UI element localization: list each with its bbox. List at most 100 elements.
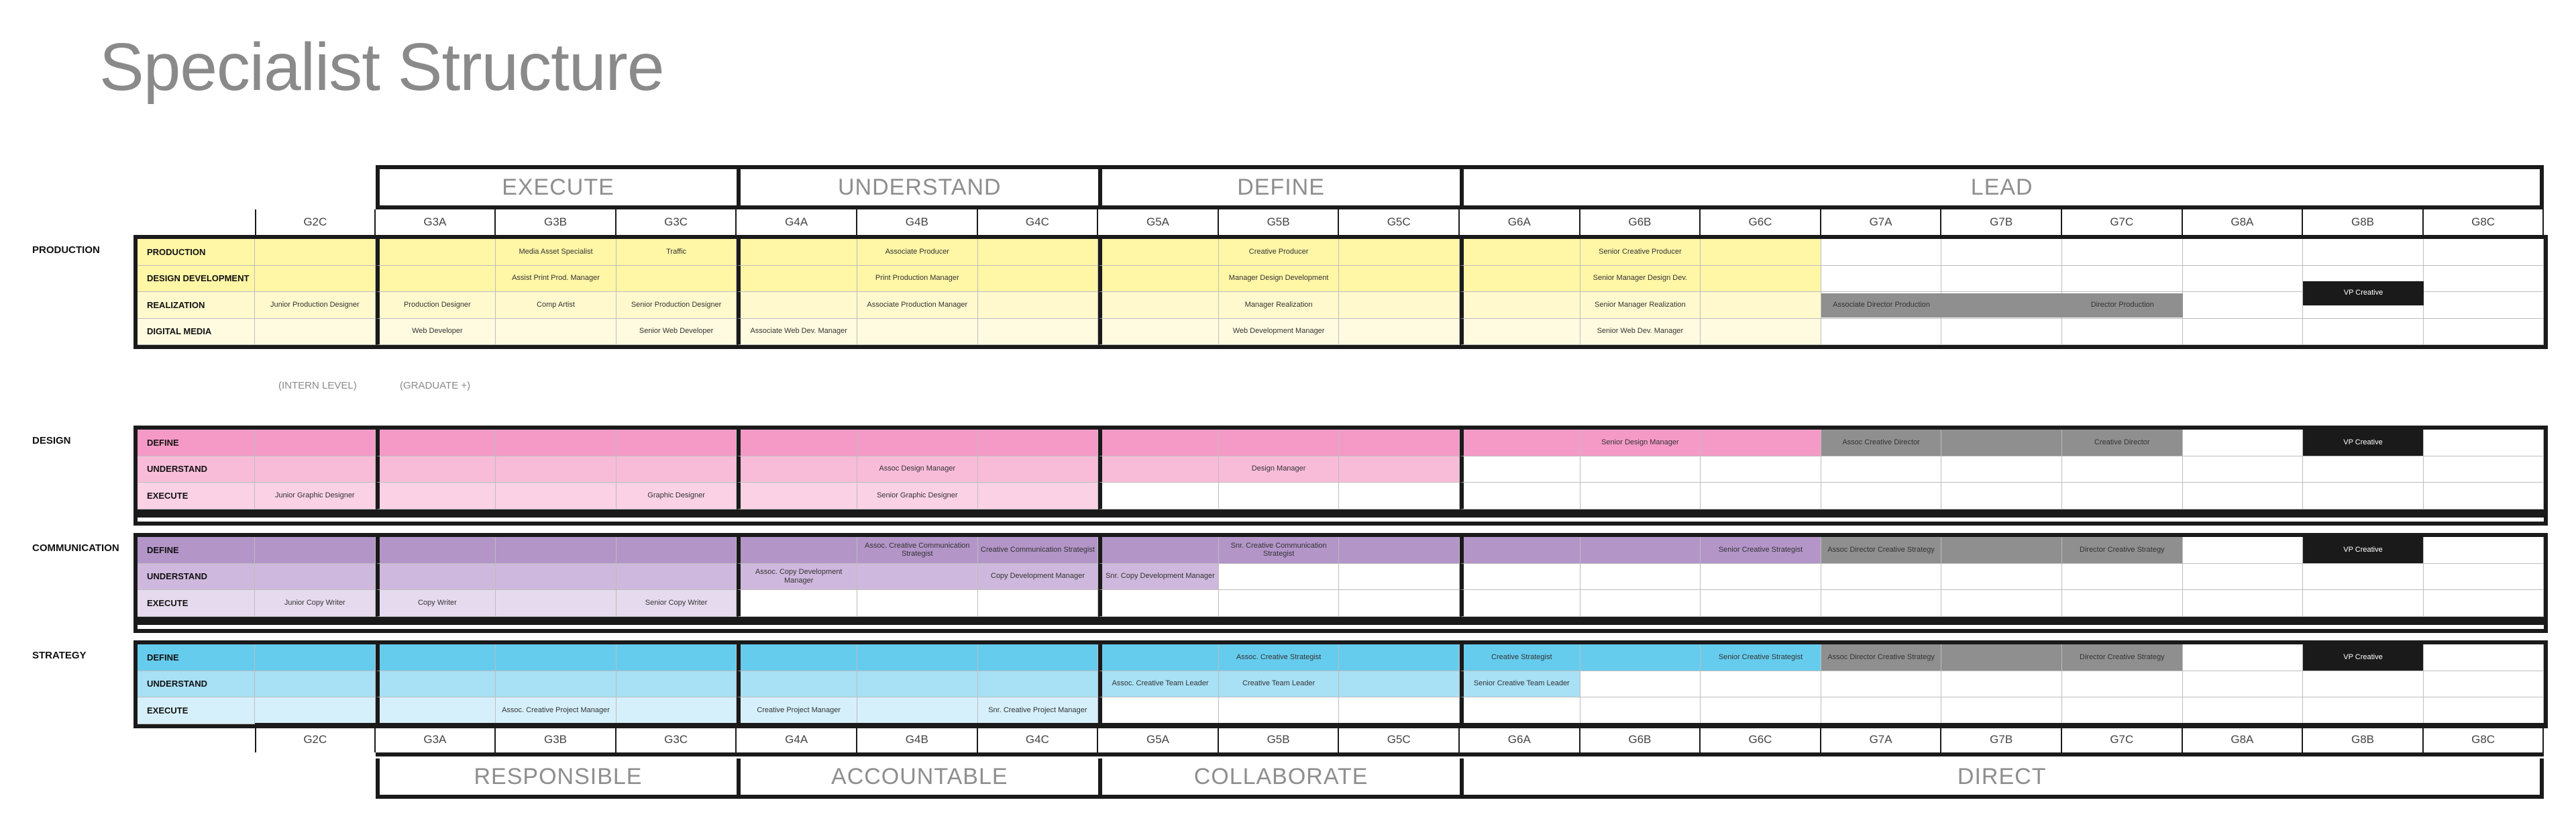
cell-communication-define-g3c: [616, 537, 737, 564]
row-label-production-realization: REALIZATION: [138, 292, 255, 319]
cell-strategy-define-g7b: [1941, 644, 2062, 671]
cell-production-realization-g5a: [1098, 292, 1219, 319]
section-label-communication: COMMUNICATION: [32, 542, 119, 554]
lead-vp-creative-production: VP Creative: [2303, 281, 2424, 305]
bottom-grade-g5b: G5B: [1219, 727, 1340, 752]
cell-communication-understand-g8c: [2423, 563, 2544, 590]
cell-communication-define-g3b: [496, 537, 616, 564]
cell-strategy-execute-g3a: [375, 697, 496, 724]
cell-production-realization-g5c: [1339, 292, 1460, 319]
cell-communication-define-g7a: Assoc Director Creative Strategy: [1821, 537, 1942, 564]
cell-design-define-g7c: Creative Director: [2062, 430, 2183, 456]
cell-design-understand-g7a: [1821, 456, 1942, 483]
cell-communication-execute-g7c: [2062, 590, 2183, 617]
bottom-grade-g2c: G2C: [255, 727, 376, 752]
section-gap-1: [133, 620, 2548, 633]
cell-design-execute-g7b: [1941, 483, 2062, 509]
cell-strategy-execute-g5c: [1339, 697, 1460, 724]
cell-design-understand-g5a: [1098, 456, 1219, 483]
cell-strategy-execute-g7c: [2062, 697, 2183, 724]
bottom-grade-g5a: G5A: [1098, 727, 1219, 752]
cell-communication-define-g4c: Creative Communication Strategist: [977, 537, 1099, 564]
bottom-phase-accountable: ACCOUNTABLE: [737, 758, 1098, 795]
cell-design-understand-g8c: [2423, 456, 2544, 483]
top-grade-g7b: G7B: [1941, 209, 2062, 235]
cell-production-design-development-g7b: [1941, 265, 2062, 292]
cell-design-execute-g3c: Graphic Designer: [616, 483, 737, 509]
bottom-grade-g4a: G4A: [737, 727, 857, 752]
bottom-grade-divider: [375, 752, 2544, 756]
cell-strategy-understand-g5a: Assoc. Creative Team Leader: [1098, 671, 1219, 697]
cell-communication-define-g8a: [2182, 537, 2304, 564]
cell-design-define-g4a: [737, 430, 857, 456]
cell-production-production-g8a: [2182, 239, 2304, 266]
bottom-grade-g3b: G3B: [496, 727, 616, 752]
cell-strategy-define-g2c: [255, 644, 376, 671]
cell-strategy-define-g6a: Creative Strategist: [1460, 644, 1580, 671]
cell-communication-understand-g2c: [255, 563, 376, 590]
cell-design-define-g8b: VP Creative: [2303, 430, 2424, 456]
cell-strategy-define-g5a: [1098, 644, 1219, 671]
bottom-grade-g5c: G5C: [1339, 727, 1460, 752]
cell-production-design-development-g4a: [737, 265, 857, 292]
cell-strategy-understand-g7a: [1821, 671, 1942, 697]
cell-production-design-development-g7c: [2062, 265, 2183, 292]
cell-communication-define-g5a: [1098, 537, 1219, 564]
cell-design-understand-g6c: [1701, 456, 1821, 483]
cell-communication-define-g2c: [255, 537, 376, 564]
cell-strategy-execute-g3c: [616, 697, 737, 724]
cell-production-design-development-g5c: [1339, 265, 1460, 292]
cell-communication-execute-g6b: [1580, 590, 1701, 617]
cell-strategy-understand-g3c: [616, 671, 737, 697]
cell-design-understand-g4b: Assoc Design Manager: [857, 456, 978, 483]
cell-strategy-define-g3a: [375, 644, 496, 671]
cell-production-design-development-g6c: [1701, 265, 1821, 292]
section-gap-0: [133, 513, 2548, 526]
cell-communication-understand-g6b: [1580, 563, 1701, 590]
cell-communication-define-g6c: Senior Creative Strategist: [1701, 537, 1821, 564]
row-label-communication-understand: UNDERSTAND: [138, 563, 255, 590]
cell-production-design-development-g5a: [1098, 265, 1219, 292]
cell-production-production-g3c: Traffic: [616, 239, 737, 266]
cell-strategy-execute-g5b: [1218, 697, 1340, 724]
cell-production-design-development-g6b: Senior Manager Design Dev.: [1580, 265, 1701, 292]
bottom-grade-g6b: G6B: [1580, 727, 1701, 752]
lead-assoc-director-production: Associate Director Production: [1833, 301, 1931, 309]
cell-communication-execute-g4b: [857, 590, 978, 617]
cell-strategy-execute-g8b: [2303, 697, 2424, 724]
page-title: Specialist Structure: [99, 30, 664, 105]
cell-production-digital-media-g4c: [977, 318, 1099, 345]
row-label-design-define: DEFINE: [138, 430, 255, 456]
top-grade-g6c: G6C: [1701, 209, 1821, 235]
cell-communication-define-g5c: [1339, 537, 1460, 564]
cell-strategy-define-g6c: Senior Creative Strategist: [1701, 644, 1821, 671]
row-label-strategy-define: DEFINE: [138, 644, 255, 671]
cell-strategy-understand-g5b: Creative Team Leader: [1218, 671, 1340, 697]
cell-production-production-g7a: [1821, 239, 1942, 266]
cell-design-define-g7b: [1941, 430, 2062, 456]
cell-communication-execute-g3a: Copy Writer: [375, 590, 496, 617]
cell-strategy-understand-g5c: [1339, 671, 1460, 697]
top-grade-g3b: G3B: [496, 209, 616, 235]
cell-communication-understand-g4c: Copy Development Manager: [977, 563, 1099, 590]
cell-design-define-g4c: [977, 430, 1099, 456]
bottom-grade-g3c: G3C: [616, 727, 737, 752]
cell-communication-understand-g3b: [496, 563, 616, 590]
cell-production-realization-g3b: Comp Artist: [496, 292, 616, 319]
cell-design-understand-g8b: [2303, 456, 2424, 483]
cell-strategy-execute-g8a: [2182, 697, 2304, 724]
top-grade-g5b: G5B: [1219, 209, 1340, 235]
cell-production-design-development-g2c: [255, 265, 376, 292]
cell-communication-understand-g6c: [1701, 563, 1821, 590]
cell-production-production-g6a: [1460, 239, 1580, 266]
cell-communication-understand-g7b: [1941, 563, 2062, 590]
top-grade-g5a: G5A: [1098, 209, 1219, 235]
cell-strategy-execute-g2c: [255, 697, 376, 724]
cell-communication-execute-g4c: [977, 590, 1099, 617]
cell-design-define-g3b: [496, 430, 616, 456]
cell-strategy-define-g5b: Assoc. Creative Strategist: [1218, 644, 1340, 671]
cell-production-digital-media-g8c: [2423, 318, 2544, 345]
top-grade-g4c: G4C: [978, 209, 1099, 235]
top-grade-g3c: G3C: [616, 209, 737, 235]
cell-design-understand-g3b: [496, 456, 616, 483]
